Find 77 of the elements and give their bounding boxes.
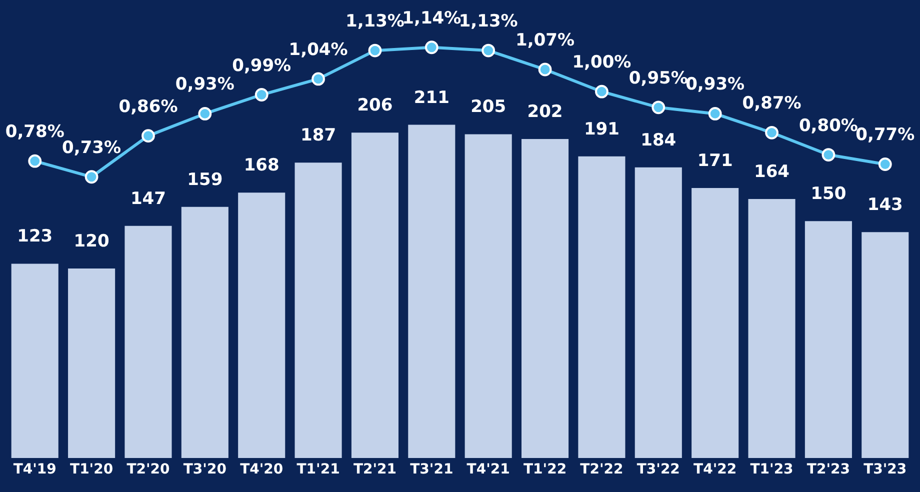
x-tick-label: T1'22 — [523, 462, 567, 478]
data-label: 0,87% — [742, 94, 802, 114]
bar — [124, 226, 172, 458]
data-label: 150 — [810, 184, 846, 204]
point — [198, 107, 212, 120]
x-tick-label: T4'20 — [240, 462, 284, 478]
bar — [408, 124, 456, 458]
x-tick-label: T2'22 — [580, 462, 624, 478]
x-tick-label: T1'20 — [70, 462, 114, 478]
x-tick-label: T3'23 — [864, 462, 907, 478]
data-label: 143 — [867, 195, 903, 216]
point — [84, 170, 98, 184]
x-tick-label: T1'21 — [296, 462, 340, 478]
x-tick-label: T2'20 — [126, 462, 170, 478]
point — [822, 148, 836, 162]
x-tick-label: T1'23 — [750, 462, 794, 478]
point — [254, 88, 268, 102]
bar — [578, 156, 626, 458]
data-label: 123 — [17, 226, 53, 247]
bar — [11, 264, 58, 458]
point — [878, 158, 892, 171]
bar — [68, 268, 116, 458]
x-tick-label: T4'21 — [466, 462, 510, 478]
bar — [351, 132, 398, 458]
data-label: 1,04% — [288, 40, 348, 60]
point — [538, 62, 552, 76]
data-label: 1,00% — [572, 52, 632, 73]
data-label: 168 — [244, 156, 280, 176]
data-label: 0,99% — [232, 56, 292, 76]
x-tick-label: T2'21 — [353, 462, 397, 478]
bar — [862, 232, 909, 458]
data-label: 0,73% — [62, 138, 122, 158]
bar — [804, 221, 852, 458]
x-tick-label: T4'22 — [694, 462, 737, 478]
data-label: 164 — [754, 162, 790, 182]
data-label: 0,95% — [628, 68, 688, 88]
data-label: 205 — [470, 97, 506, 118]
point — [708, 107, 722, 120]
point — [28, 154, 42, 168]
data-label: 1,13% — [345, 12, 404, 32]
data-label: 147 — [130, 188, 166, 209]
bar — [464, 134, 512, 458]
bar — [238, 192, 286, 458]
point — [368, 44, 382, 58]
data-label: 1,07% — [516, 30, 575, 50]
data-label: 0,93% — [686, 74, 745, 95]
data-label: 0,93% — [175, 74, 234, 95]
data-label: 187 — [300, 126, 336, 146]
data-label: 0,80% — [798, 116, 858, 136]
x-tick-label: T3'21 — [410, 462, 454, 478]
data-label: 191 — [584, 119, 620, 140]
bar — [748, 198, 796, 458]
point — [312, 72, 325, 86]
bar — [692, 188, 739, 458]
data-label: 159 — [187, 170, 223, 190]
data-label: 202 — [527, 102, 563, 122]
bar — [181, 206, 228, 458]
data-label: 0,86% — [118, 96, 178, 117]
point — [765, 126, 778, 140]
data-label: 171 — [697, 150, 733, 171]
data-label: 184 — [640, 130, 676, 150]
point — [482, 44, 496, 58]
x-tick-label: T3'22 — [636, 462, 680, 478]
bar — [634, 167, 682, 458]
point — [595, 84, 608, 98]
point — [652, 100, 666, 114]
point — [142, 129, 155, 143]
bar — [294, 162, 342, 458]
data-label: 211 — [414, 88, 450, 108]
point — [424, 40, 438, 54]
data-label: 206 — [357, 96, 393, 116]
x-tick-label: T2'23 — [806, 462, 850, 478]
data-label: 120 — [74, 231, 110, 252]
bar — [522, 138, 569, 458]
x-tick-label: T3'20 — [183, 462, 227, 478]
x-tick-label: T4'19 — [13, 462, 56, 478]
data-label: 0,78% — [5, 122, 64, 142]
